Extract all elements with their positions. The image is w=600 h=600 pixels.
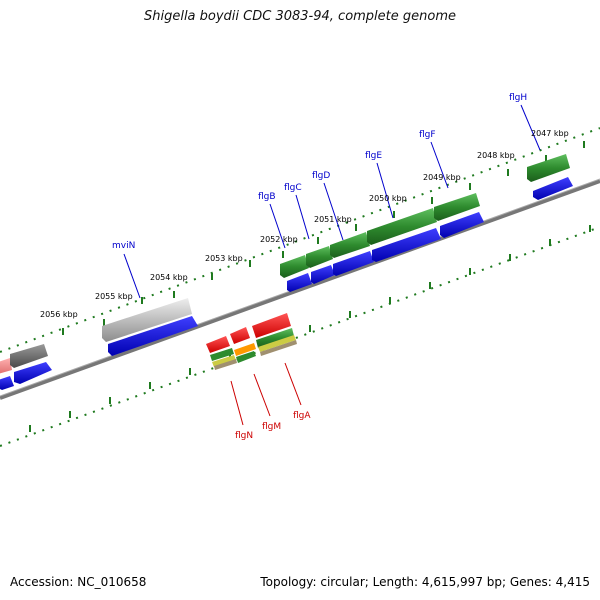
gene-leader-line [295, 194, 310, 240]
gene-orange [234, 343, 256, 356]
gene-leader-line [323, 182, 344, 241]
map-title: Shigella boydii CDC 3083-94, complete ge… [143, 9, 457, 24]
gene-label: flgF [419, 130, 436, 140]
gene-flgE [367, 208, 437, 245]
accession-text: Accession: NC_010658 [10, 575, 147, 589]
gene-leader-line [230, 380, 244, 426]
gene-green-strip [256, 328, 294, 348]
gene-leader-line [520, 104, 541, 151]
cds-arrow [311, 265, 335, 284]
gene-flgF [434, 193, 480, 221]
gene-leader-line [376, 162, 394, 219]
forward-cds-track [0, 177, 573, 390]
gene-flgM [230, 327, 250, 344]
label-leaders [123, 104, 541, 426]
tick-labels: 2056 kbp 2055 kbp 2054 kbp 2053 kbp 2052 kbp… [40, 129, 569, 319]
gene-label: flgE [365, 151, 382, 161]
cds-arrow [372, 228, 441, 262]
gene-pink [0, 358, 12, 374]
ruler-label: 2047 kbp [531, 129, 569, 138]
gene-flgD [330, 232, 370, 258]
ruler-label: 2054 kbp [150, 273, 188, 282]
gene-leader-line [123, 253, 141, 299]
cds-arrow [533, 177, 573, 200]
ruler-label: 2052 kbp [260, 235, 298, 244]
genome-summary-text: Topology: circular; Length: 4,615,997 bp… [260, 575, 590, 589]
cds-arrow [287, 273, 312, 292]
gene-olive-strip [260, 340, 297, 356]
gene-flgC [306, 246, 333, 268]
gene-leader-line [284, 362, 302, 406]
gene-mviN [102, 298, 192, 342]
inner-ruler-track [0, 226, 600, 447]
gene-label: flgD [312, 171, 330, 181]
ruler-label: 2048 kbp [477, 151, 515, 160]
gene-olive-strip [214, 359, 237, 370]
gene-dark-gray [10, 344, 48, 368]
cds-arrow [0, 376, 14, 390]
bottom-gene-track [206, 313, 297, 370]
top-gene-track [0, 154, 570, 374]
ruler-label: 2051 kbp [314, 215, 352, 224]
gene-yellow-strip [212, 355, 236, 367]
gene-leader-line [430, 141, 449, 189]
gene-flgA [252, 313, 291, 338]
cds-arrow [14, 362, 52, 384]
gene-label: flgN [235, 431, 253, 441]
outer-ruler-track [0, 127, 600, 353]
gene-yellow-strip [258, 335, 296, 352]
gene-leader-line [269, 203, 286, 249]
ruler-label: 2049 kbp [423, 173, 461, 182]
gene-green-small [236, 351, 256, 363]
gene-flgB [280, 255, 309, 278]
ruler-label: 2055 kbp [95, 292, 133, 301]
ruler-label: 2050 kbp [369, 194, 407, 203]
cds-arrow [333, 251, 374, 276]
gene-label: flgC [284, 183, 302, 193]
gene-flgN [206, 336, 230, 353]
gene-label: flgM [262, 422, 281, 432]
cds-arrow [440, 212, 484, 238]
cds-arrow [108, 316, 198, 356]
ruler-label: 2056 kbp [40, 310, 78, 319]
gene-label: flgB [258, 192, 276, 202]
ruler-label: 2053 kbp [205, 254, 243, 263]
gene-leader-line [253, 373, 271, 417]
gene-flgH [527, 154, 570, 182]
gene-label: flgA [293, 411, 311, 421]
gene-label: flgH [509, 93, 527, 103]
gene-green-small [210, 348, 234, 361]
gene-label: mviN [112, 241, 135, 251]
genome-backbone [0, 179, 600, 400]
gene-labels: mviN flgB flgC flgD flgE flgF flgH flgN flgM flgA [112, 93, 527, 441]
